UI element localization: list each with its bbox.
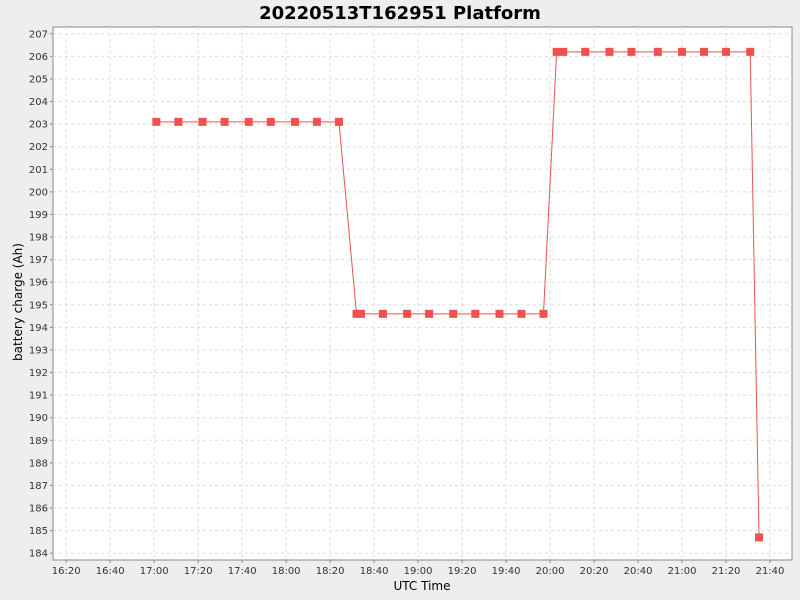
plot-area	[52, 26, 793, 561]
data-point	[174, 117, 183, 126]
data-point	[581, 47, 590, 56]
data-point	[627, 47, 636, 56]
data-point	[605, 47, 614, 56]
data-point	[700, 47, 709, 56]
x-tick-label: 19:00	[404, 566, 433, 577]
x-tick-label: 16:40	[96, 566, 125, 577]
y-tick-label: 207	[29, 29, 48, 40]
data-point	[425, 309, 434, 318]
data-point	[378, 309, 387, 318]
y-tick-label: 200	[29, 187, 48, 198]
y-tick-label: 192	[29, 368, 48, 379]
data-point	[517, 309, 526, 318]
data-point	[559, 47, 568, 56]
y-tick-label: 199	[29, 210, 48, 221]
x-tick-label: 20:00	[536, 566, 565, 577]
y-tick-label: 197	[29, 255, 48, 266]
data-point	[244, 117, 253, 126]
data-point	[746, 47, 755, 56]
y-tick-label: 204	[29, 97, 48, 108]
grid	[53, 27, 792, 560]
x-tick-label: 21:20	[712, 566, 741, 577]
y-tick-label: 191	[29, 391, 48, 402]
y-tick-label: 194	[29, 323, 48, 334]
y-tick-label: 186	[29, 504, 48, 515]
y-axis-label: battery charge (Ah)	[11, 243, 25, 361]
y-tick-label: 205	[29, 74, 48, 85]
x-tick-label: 21:00	[668, 566, 697, 577]
x-tick-label: 20:20	[580, 566, 609, 577]
y-tick-label: 187	[29, 481, 48, 492]
y-tick-label: 195	[29, 300, 48, 311]
x-axis-label: UTC Time	[394, 579, 451, 593]
data-point	[198, 117, 207, 126]
data-point	[678, 47, 687, 56]
y-tick-label: 198	[29, 233, 48, 244]
y-tick-label: 202	[29, 142, 48, 153]
x-tick-label: 17:00	[140, 566, 169, 577]
x-tick-label: 19:40	[492, 566, 521, 577]
series-markers	[152, 47, 764, 542]
data-point	[471, 309, 480, 318]
x-tick-label: 20:40	[624, 566, 653, 577]
x-axis-ticks: 16:20 16:40 17:00 17:20 17:40 18:00 18:20 18:40…	[52, 560, 785, 577]
data-point	[539, 309, 548, 318]
data-point	[552, 47, 561, 56]
chart-title: 20220513T162951 Platform	[259, 3, 541, 24]
y-tick-label: 193	[29, 345, 48, 356]
data-point	[266, 117, 275, 126]
data-point	[449, 309, 458, 318]
x-tick-label: 17:20	[184, 566, 213, 577]
y-tick-label: 190	[29, 413, 48, 424]
y-tick-label: 203	[29, 120, 48, 131]
y-tick-label: 184	[29, 549, 48, 560]
y-tick-label: 201	[29, 165, 48, 176]
y-axis-ticks: 184 185 186 187 188 189 190 191 192 193 194 195 196 1…	[29, 29, 53, 560]
data-point	[495, 309, 504, 318]
x-tick-label: 21:40	[756, 566, 785, 577]
data-point	[334, 117, 343, 126]
x-tick-label: 18:00	[272, 566, 301, 577]
y-tick-label: 189	[29, 436, 48, 447]
x-tick-label: 16:20	[52, 566, 81, 577]
data-point	[152, 117, 161, 126]
data-point	[403, 309, 412, 318]
data-point	[755, 533, 764, 542]
y-tick-label: 196	[29, 278, 48, 289]
x-tick-label: 18:40	[360, 566, 389, 577]
data-point	[290, 117, 299, 126]
data-point	[356, 309, 365, 318]
data-point	[220, 117, 229, 126]
data-point	[722, 47, 731, 56]
data-point	[352, 309, 361, 318]
y-tick-label: 206	[29, 52, 48, 63]
y-tick-label: 188	[29, 458, 48, 469]
data-point	[312, 117, 321, 126]
x-tick-label: 19:20	[448, 566, 477, 577]
x-tick-label: 18:20	[316, 566, 345, 577]
x-tick-label: 17:40	[228, 566, 257, 577]
y-tick-label: 185	[29, 526, 48, 537]
data-point	[653, 47, 662, 56]
